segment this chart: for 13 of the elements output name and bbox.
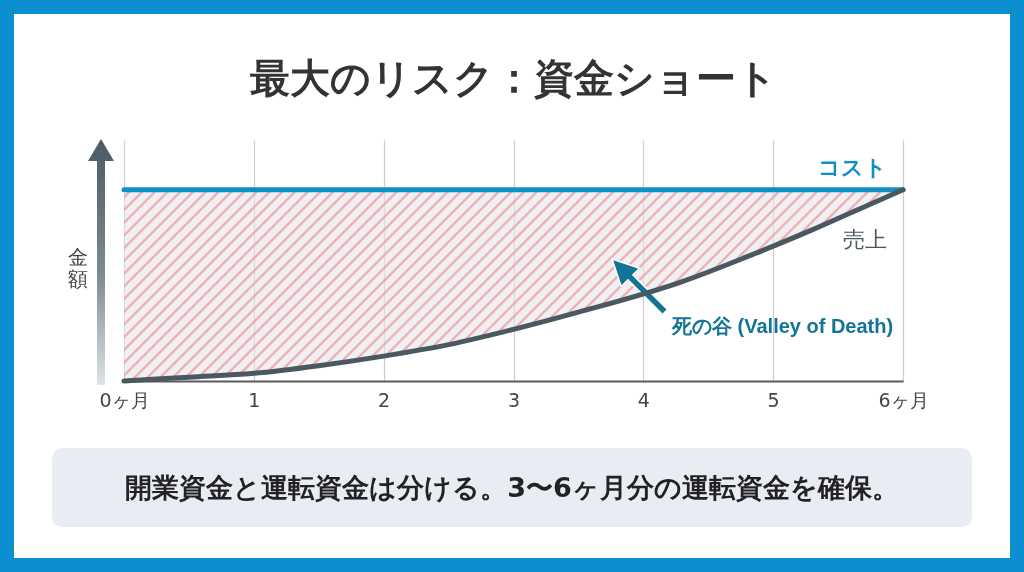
- x-tick-label: 4: [637, 388, 650, 411]
- x-tick-label: 3: [507, 388, 521, 411]
- annotation: 死の谷 (Valley of Death): [671, 315, 894, 337]
- series-label: コスト: [818, 154, 887, 180]
- x-tick-label: 1: [248, 388, 261, 411]
- x-tick-label: 6ヶ月: [878, 388, 929, 411]
- text: 開業資金と運転資金は分ける。3〜6ヶ月分の運転資金を確保。: [125, 470, 899, 505]
- y-axis-title: 金額: [68, 245, 88, 291]
- x-tick-label: 0ヶ月: [99, 388, 150, 411]
- x-tick-label: 5: [767, 388, 780, 411]
- x-tick-label: 2: [378, 388, 391, 411]
- series-label: 売上: [843, 226, 887, 252]
- chart-title: 最大のリスク：資金ショート: [250, 55, 777, 101]
